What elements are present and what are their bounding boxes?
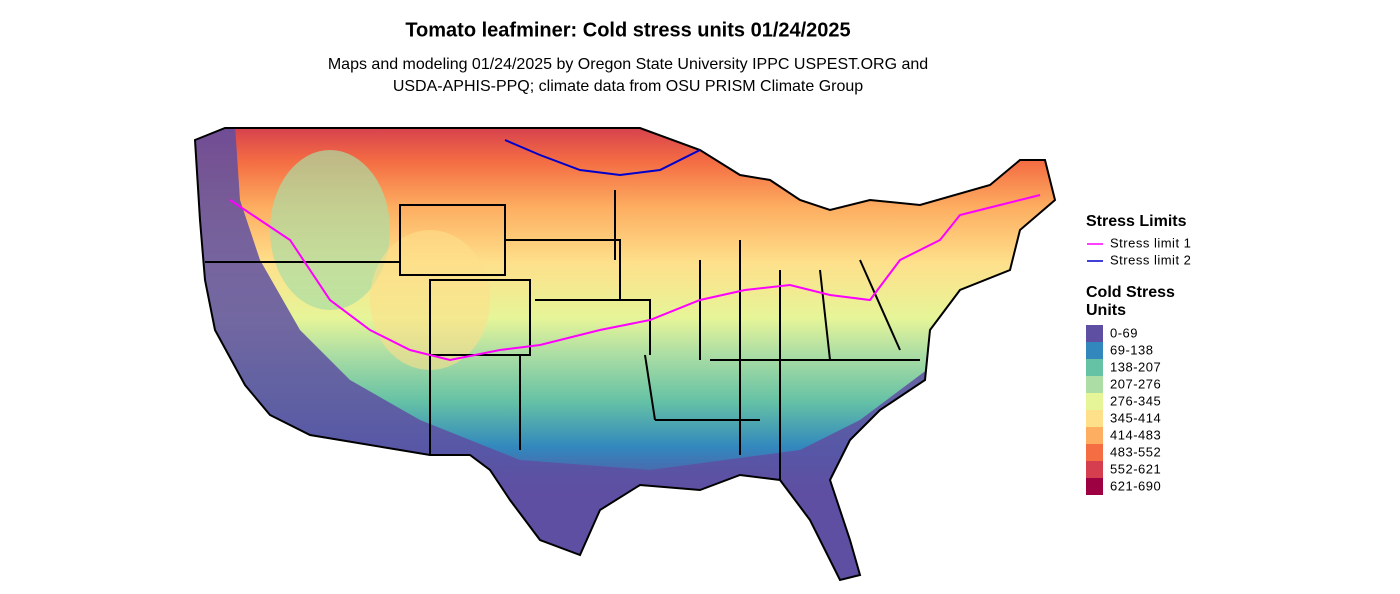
legend-label: 345-414 (1110, 410, 1161, 425)
legend-label: 0-69 (1110, 325, 1138, 340)
legend-label: 552-621 (1110, 461, 1161, 476)
legend-label: 138-207 (1110, 359, 1161, 374)
mountain-zone (270, 150, 390, 310)
map-title: Tomato leafminer: Cold stress units 01/2… (405, 19, 850, 41)
legend-swatch (1086, 444, 1103, 461)
legend-label: 414-483 (1110, 427, 1161, 442)
legend-swatch (1086, 376, 1103, 393)
stress-limit-1-line (229, 194, 1041, 362)
map-area (195, 128, 1055, 580)
legend-title: Stress Limits (1086, 213, 1187, 230)
legend-swatch (1086, 461, 1103, 478)
legend-label: 276-345 (1110, 393, 1161, 408)
legend-swatch (1086, 342, 1103, 359)
legend-swatch (1086, 427, 1103, 444)
legend-label: 621-690 (1110, 478, 1161, 493)
legend-label: Stress limit 2 (1110, 252, 1191, 267)
legend-swatch (1086, 410, 1103, 427)
legend-label: Stress limit 1 (1110, 235, 1191, 250)
legend-label: 483-552 (1110, 444, 1161, 459)
legend-swatch (1086, 359, 1103, 376)
legend-swatch (1086, 325, 1103, 342)
state-borders (205, 190, 920, 480)
legend-swatch (1086, 478, 1103, 495)
map-subtitle: Maps and modeling 01/24/2025 by Oregon S… (328, 56, 928, 73)
legend-title: Cold Stress (1086, 284, 1175, 301)
legend-swatch (1086, 393, 1103, 410)
stress-limit-2-line (504, 139, 701, 177)
legend-title: Units (1086, 302, 1126, 319)
legend-label: 69-138 (1110, 342, 1153, 357)
legend-label: 207-276 (1110, 376, 1161, 391)
map-subtitle: USDA-APHIS-PPQ; climate data from OSU PR… (393, 78, 863, 95)
